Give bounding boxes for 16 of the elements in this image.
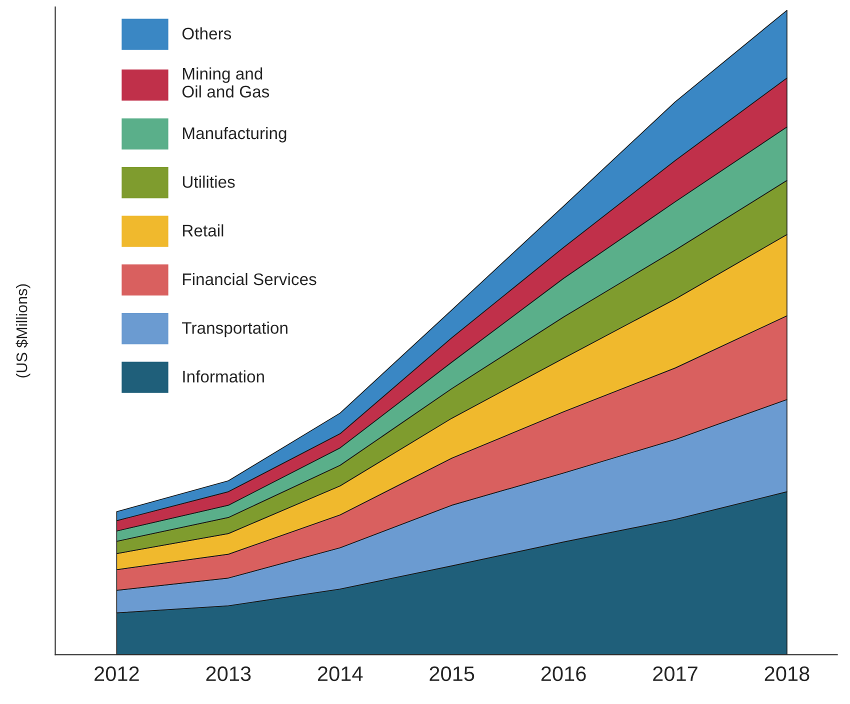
x-tick-label: 2018 xyxy=(764,666,810,682)
x-tick-label: 2012 xyxy=(94,666,139,682)
legend-label: Mining and Oil and Gas xyxy=(182,67,270,98)
legend-label: Manufacturing xyxy=(183,126,286,142)
y-axis-title: (US $Millions) xyxy=(16,284,30,378)
legend-label: Financial Services xyxy=(183,272,316,286)
legend-label: Others xyxy=(182,27,232,40)
x-tick-label: 2016 xyxy=(541,666,586,682)
x-tick-label: 2014 xyxy=(318,666,363,682)
legend-label: Transportation xyxy=(182,322,288,338)
legend-label: Utilities xyxy=(182,176,235,188)
x-tick-label: 2017 xyxy=(653,666,698,682)
legend-label: Retail xyxy=(183,224,224,237)
x-tick-label: 2013 xyxy=(206,666,251,682)
legend-label: Information xyxy=(183,370,264,383)
x-tick-label: 2015 xyxy=(430,666,474,682)
